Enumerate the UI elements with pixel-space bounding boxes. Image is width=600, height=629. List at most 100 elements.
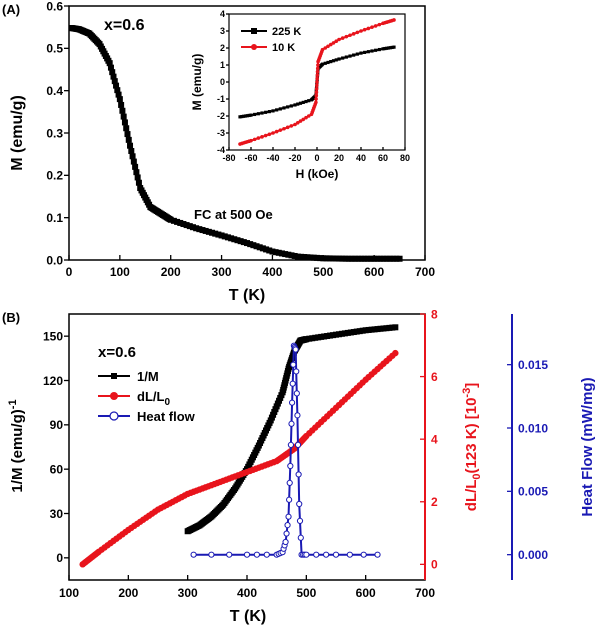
inset-point-10k — [260, 135, 264, 139]
inset-point-225k — [392, 45, 396, 49]
x-tick-label: 300 — [178, 586, 198, 600]
panel-a-point — [125, 136, 132, 143]
panel-a-point — [135, 179, 142, 186]
panel-a-point — [396, 255, 403, 262]
panel-a-point — [352, 255, 359, 262]
panel-a-point — [278, 250, 285, 257]
panel-a-point — [358, 255, 365, 262]
inset-point-225k — [238, 115, 242, 119]
panel-a-point — [348, 255, 355, 262]
y-tick-label: 0.4 — [46, 84, 63, 98]
panel-a-point — [231, 236, 238, 243]
panel-a-point — [127, 142, 134, 149]
inset-point-225k — [256, 112, 260, 116]
panel-b-point-heatflow — [288, 420, 295, 427]
panel-a-point — [106, 60, 113, 67]
inset-point-225k — [370, 49, 374, 53]
y-tick-label: 0.3 — [46, 126, 63, 140]
y-tick-label: 0.0 — [46, 253, 63, 267]
inset-point-225k — [388, 46, 392, 50]
panel-a-point — [247, 241, 254, 248]
panel-a-point — [128, 147, 135, 154]
panel-a-point — [345, 255, 352, 262]
panel-a-series — [68, 25, 403, 262]
panel-b-point-heatflow — [346, 551, 353, 558]
x-tick-label: 100 — [110, 265, 130, 279]
inset-point-10k — [314, 100, 318, 105]
inset-point-10k — [315, 66, 320, 71]
panel-a-point — [180, 221, 187, 228]
inset-point-225k — [334, 58, 338, 62]
inset-point-10k — [348, 33, 352, 38]
panel-b-point-heatflow — [263, 551, 270, 558]
y-tick-label: 4 — [431, 432, 438, 446]
x-tick-label: 20 — [334, 153, 344, 163]
panel-a-point — [253, 243, 260, 250]
inset-point-10k — [315, 80, 319, 84]
inset-point-10k — [362, 27, 367, 32]
x-tick-label: 600 — [364, 265, 384, 279]
panel-a-point — [124, 131, 131, 138]
panel-b-series — [79, 324, 399, 568]
panel-b-dl-y-ticks: 0 2 4 6 8 — [420, 307, 438, 572]
panel-a-point — [110, 73, 117, 80]
inset-series — [238, 18, 396, 146]
legend-label-heatflow: Heat flow — [137, 409, 196, 424]
panel-b-dl-ylabel: dL/L0(123 K) [10-3] — [461, 383, 483, 511]
y-tick-label: 0.5 — [46, 42, 63, 56]
panel-b-point-heatflow — [226, 551, 233, 558]
inset-point-10k — [304, 115, 308, 120]
x-tick-label: -20 — [288, 153, 301, 163]
panel-a-point — [383, 255, 390, 262]
panel-b-point-heatflow — [190, 551, 197, 558]
panel-a-point — [189, 224, 196, 231]
panel-a-point — [374, 255, 381, 262]
inset-point-225k — [260, 111, 264, 115]
panel-a-condition-annotation: FC at 500 Oe — [194, 207, 273, 222]
x-tick-label: 200 — [161, 265, 181, 279]
panel-b-point-heatflow — [297, 534, 304, 541]
panel-a-point — [193, 225, 200, 232]
inset-point-10k — [334, 39, 339, 43]
inset-point-10k — [252, 137, 257, 142]
panel-a-point — [109, 69, 116, 76]
y-tick-label: 0 — [56, 551, 63, 565]
y-tick-label: 2 — [431, 495, 438, 509]
y-tick-label: 0.005 — [518, 485, 548, 499]
panel-a-point — [174, 218, 181, 225]
inset-point-10k — [289, 124, 294, 128]
panel-a-point — [310, 254, 317, 261]
panel-b-point-heatflow — [286, 479, 293, 486]
inset-point-10k — [314, 93, 319, 98]
y-tick-label: 0.1 — [46, 211, 63, 225]
panel-b-legend: 1/M dL/L0 Heat flow — [98, 369, 196, 424]
y-tick-label: 1 — [220, 60, 225, 70]
panel-b-point-heatflow — [208, 551, 215, 558]
y-tick-label: -4 — [217, 145, 225, 155]
panel-a-point — [116, 96, 123, 103]
inset-point-10k — [263, 133, 268, 138]
inset-point-225k — [366, 50, 370, 54]
panel-b-point-heatflow — [290, 361, 297, 368]
panel-a-point — [244, 240, 250, 247]
panel-a-point — [119, 107, 126, 114]
inset-point-225k — [320, 62, 325, 66]
panel-a-sample-annotation: x=0.6 — [104, 17, 145, 34]
y-tick-label: 120 — [43, 374, 63, 388]
inset-legend-label-225k: 225 K — [272, 26, 301, 38]
y-tick-label: 0.015 — [518, 358, 548, 372]
inset-point-10k — [295, 121, 300, 125]
y-tick-label: 0.2 — [46, 169, 63, 183]
y-tick-label: 4 — [220, 9, 225, 19]
panel-a-point — [377, 255, 384, 262]
panel-a-point — [237, 238, 244, 245]
panel-a-point — [134, 174, 141, 181]
inset-point-10k — [323, 46, 328, 50]
x-tick-label: 80 — [400, 153, 410, 163]
x-tick-label: 500 — [313, 265, 333, 279]
inset-point-225k — [341, 56, 345, 60]
x-tick-label: 400 — [237, 586, 257, 600]
inset-point-10k — [340, 36, 345, 40]
panel-b-point-heatflow — [289, 380, 296, 387]
inset-point-225k — [253, 112, 257, 117]
